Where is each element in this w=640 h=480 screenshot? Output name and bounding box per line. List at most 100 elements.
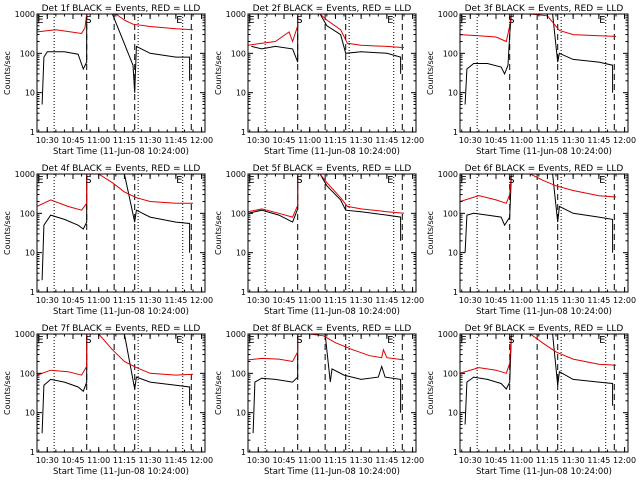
x-tick-label: 12:00 xyxy=(190,296,213,305)
plot-frame xyxy=(459,13,629,133)
x-tick-label: 10:45 xyxy=(272,456,295,465)
x-tick-label: 11:45 xyxy=(587,296,610,305)
x-tick-label: 11:45 xyxy=(375,296,398,305)
y-tick-label: 1000 xyxy=(438,170,458,179)
series-line-lld xyxy=(37,14,194,35)
y-tick-label: 1 xyxy=(241,448,246,457)
x-tick-label: 10:30 xyxy=(459,136,482,145)
y-tick-label: 1 xyxy=(453,128,458,137)
series-line-events xyxy=(41,334,191,434)
plot-frame xyxy=(247,333,417,453)
y-tick-label: 100 xyxy=(20,209,35,218)
time-marker: E xyxy=(460,175,466,186)
chart-title: Det 3f BLACK = Events, RED = LLD xyxy=(465,4,624,14)
x-axis-label: Start Time (11-Jun-08 10:24:00) xyxy=(53,467,189,477)
series-line-lld xyxy=(460,334,617,374)
x-tick-label: 10:30 xyxy=(36,296,59,305)
x-tick-label: 11:15 xyxy=(536,296,559,305)
y-tick-label: 100 xyxy=(231,49,246,58)
y-axis-label: Counts/sec xyxy=(3,211,12,255)
x-tick-label: 12:00 xyxy=(613,136,636,145)
x-tick-label: 10:30 xyxy=(247,296,270,305)
time-marker: E xyxy=(387,175,393,186)
x-tick-label: 11:45 xyxy=(587,456,610,465)
time-marker: E xyxy=(176,175,182,186)
time-marker: E xyxy=(599,335,605,346)
y-axis-label: Counts/sec xyxy=(426,371,435,415)
time-marker: S xyxy=(296,15,302,26)
series-line-events xyxy=(252,334,402,434)
time-marker: E xyxy=(460,335,466,346)
x-axis-label: Start Time (11-Jun-08 10:24:00) xyxy=(476,307,612,317)
y-tick-label: 100 xyxy=(443,369,458,378)
time-marker: E xyxy=(248,335,254,346)
time-marker: S xyxy=(85,335,91,346)
x-tick-label: 11:45 xyxy=(375,136,398,145)
time-marker: E xyxy=(248,175,254,186)
x-tick-label: 12:00 xyxy=(401,136,424,145)
time-marker: S xyxy=(296,335,302,346)
plot-frame xyxy=(36,333,206,453)
y-tick-label: 100 xyxy=(443,49,458,58)
y-tick-label: 100 xyxy=(20,369,35,378)
plot-frame xyxy=(36,173,206,293)
x-tick-label: 10:45 xyxy=(484,296,507,305)
y-tick-label: 1000 xyxy=(15,10,35,19)
plot-frame xyxy=(247,173,417,293)
time-marker: E xyxy=(599,15,605,26)
chart-panel: Det 9f BLACK = Events, RED = LLD Counts/s… xyxy=(426,324,636,477)
time-marker: E xyxy=(387,335,393,346)
time-marker: E xyxy=(176,335,182,346)
x-tick-label: 10:30 xyxy=(247,456,270,465)
x-axis-label: Start Time (11-Jun-08 10:24:00) xyxy=(264,467,400,477)
x-tick-label: 11:30 xyxy=(350,296,373,305)
series-line-lld xyxy=(37,334,194,376)
y-tick-label: 100 xyxy=(231,209,246,218)
y-tick-label: 100 xyxy=(443,209,458,218)
x-tick-label: 12:00 xyxy=(401,456,424,465)
y-tick-label: 1000 xyxy=(15,330,35,339)
y-tick-label: 1000 xyxy=(15,170,35,179)
y-tick-label: 1000 xyxy=(226,170,246,179)
x-tick-label: 11:00 xyxy=(298,136,321,145)
series-line-lld xyxy=(37,174,193,211)
x-tick-label: 10:45 xyxy=(61,456,84,465)
chart-title: Det 6f BLACK = Events, RED = LLD xyxy=(465,164,624,174)
y-axis-label: Counts/sec xyxy=(426,211,435,255)
y-axis-label: Counts/sec xyxy=(3,371,12,415)
x-tick-label: 10:30 xyxy=(36,136,59,145)
x-tick-label: 11:15 xyxy=(324,136,347,145)
y-tick-label: 10 xyxy=(25,409,35,418)
x-tick-label: 10:45 xyxy=(484,136,507,145)
x-tick-label: 11:00 xyxy=(510,136,533,145)
y-tick-label: 100 xyxy=(20,49,35,58)
chart-panel: Det 3f BLACK = Events, RED = LLD Counts/s… xyxy=(426,4,636,157)
series-line-events xyxy=(464,334,614,425)
time-marker: E xyxy=(37,15,43,26)
plot-frame xyxy=(459,333,629,453)
x-tick-label: 10:45 xyxy=(484,456,507,465)
x-tick-label: 11:45 xyxy=(164,296,187,305)
x-tick-label: 11:30 xyxy=(562,136,585,145)
plot-frame xyxy=(36,13,206,133)
chart-panel: Det 4f BLACK = Events, RED = LLD Counts/s… xyxy=(3,164,213,317)
x-tick-label: 11:45 xyxy=(164,136,187,145)
x-tick-label: 10:30 xyxy=(459,296,482,305)
x-tick-label: 11:45 xyxy=(375,456,398,465)
x-tick-label: 12:00 xyxy=(190,136,213,145)
x-tick-label: 10:45 xyxy=(61,296,84,305)
time-marker: E xyxy=(37,335,43,346)
time-marker: E xyxy=(176,15,182,26)
chart-title: Det 2f BLACK = Events, RED = LLD xyxy=(253,4,412,14)
y-tick-label: 1 xyxy=(453,288,458,297)
series-line-lld xyxy=(248,174,405,218)
y-tick-label: 10 xyxy=(236,249,246,258)
x-tick-label: 11:30 xyxy=(139,296,162,305)
chart-panel: Det 8f BLACK = Events, RED = LLD Counts/s… xyxy=(214,324,424,477)
y-tick-label: 1 xyxy=(30,448,35,457)
time-marker: S xyxy=(508,335,514,346)
time-marker: E xyxy=(248,15,254,26)
x-tick-label: 12:00 xyxy=(401,296,424,305)
y-tick-label: 1 xyxy=(30,128,35,137)
x-tick-label: 11:30 xyxy=(562,456,585,465)
